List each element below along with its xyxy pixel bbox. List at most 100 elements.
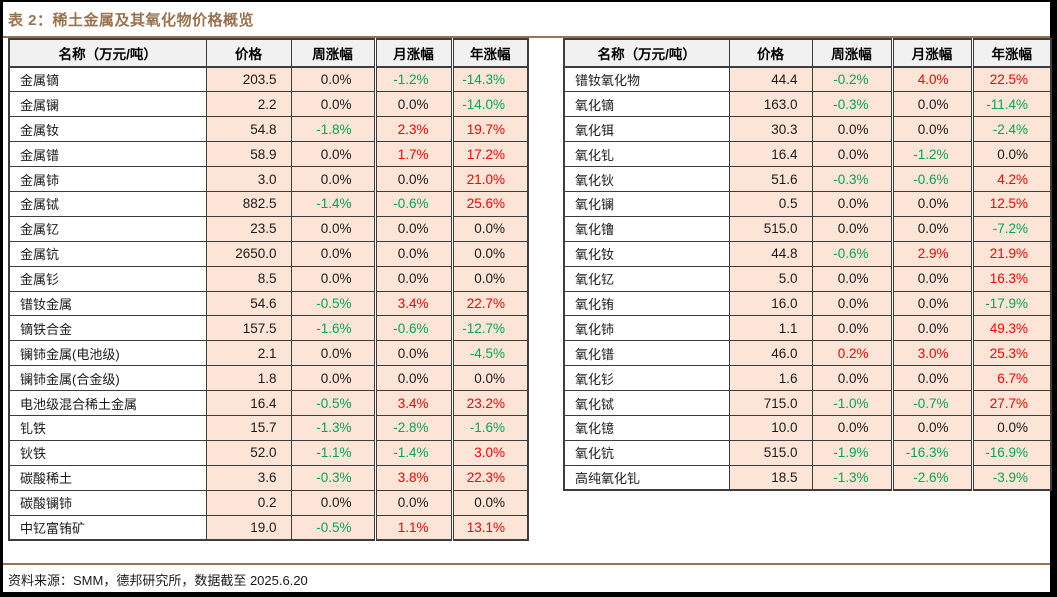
table-row: 氧化铽 715.0 -1.0% -0.7% 27.7% xyxy=(563,390,1052,416)
year-change: 0.0% xyxy=(970,141,1052,168)
week-change: 0.0% xyxy=(811,365,893,392)
column-header: 年涨幅 xyxy=(450,38,529,68)
column-header: 名称（万元/吨） xyxy=(563,38,730,68)
table-row: 氧化铒 30.3 0.0% 0.0% -2.4% xyxy=(563,116,1052,143)
item-name: 金属铈 xyxy=(8,166,207,192)
week-change: -1.0% xyxy=(811,390,893,416)
item-name: 氧化钆 xyxy=(563,141,730,168)
title-divider xyxy=(3,36,1050,38)
item-name: 氧化钇 xyxy=(563,265,730,292)
table-row: 氧化钬 51.6 -0.3% -0.6% 4.2% xyxy=(563,166,1052,192)
week-change: 0.0% xyxy=(290,265,376,292)
table-row: 氧化镝 163.0 -0.3% 0.0% -11.4% xyxy=(563,91,1052,118)
price-value: 16.4 xyxy=(205,390,292,416)
table-row: 金属镨 58.9 0.0% 1.7% 17.2% xyxy=(8,141,529,168)
month-change: -0.7% xyxy=(890,390,973,416)
price-value: 515.0 xyxy=(728,439,813,466)
item-name: 镝铁合金 xyxy=(8,315,207,342)
price-value: 54.8 xyxy=(205,116,292,143)
table-row: 氧化铈 1.1 0.0% 0.0% 49.3% xyxy=(563,315,1052,342)
item-name: 镨钕氧化物 xyxy=(563,66,730,93)
table-row: 钆铁 15.7 -1.3% -2.8% -1.6% xyxy=(8,414,529,441)
price-value: 8.5 xyxy=(205,265,292,292)
year-change: -14.3% xyxy=(450,66,529,93)
year-change: 0.0% xyxy=(450,365,529,392)
price-value: 0.2 xyxy=(205,489,292,516)
year-change: 21.0% xyxy=(450,166,529,192)
month-change: 0.0% xyxy=(890,215,973,242)
table-row: 高纯氧化钆 18.5 -1.3% -2.6% -3.9% xyxy=(563,464,1052,491)
column-header: 周涨幅 xyxy=(811,38,893,68)
year-change: 27.7% xyxy=(970,390,1052,416)
table-row: 氧化镨 46.0 0.2% 3.0% 25.3% xyxy=(563,340,1052,367)
year-change: 25.6% xyxy=(450,190,529,217)
price-value: 58.9 xyxy=(205,141,292,168)
week-change: -0.3% xyxy=(811,166,893,192)
column-header: 年涨幅 xyxy=(970,38,1052,68)
month-change: 0.0% xyxy=(890,365,973,392)
year-change: -14.0% xyxy=(450,91,529,118)
month-change: 0.0% xyxy=(890,91,973,118)
year-change: -2.4% xyxy=(970,116,1052,143)
item-name: 氧化镱 xyxy=(563,414,730,441)
week-change: -1.8% xyxy=(290,116,376,143)
week-change: -0.2% xyxy=(811,66,893,93)
year-change: -17.9% xyxy=(970,290,1052,317)
week-change: -0.5% xyxy=(290,390,376,416)
month-change: -0.6% xyxy=(373,315,453,342)
table-title: 表 2：稀土金属及其氧化物价格概览 xyxy=(8,12,255,29)
year-change: -7.2% xyxy=(970,215,1052,242)
table-row: 氧化镱 10.0 0.0% 0.0% 0.0% xyxy=(563,414,1052,441)
year-change: 17.2% xyxy=(450,141,529,168)
month-change: -1.4% xyxy=(373,439,453,466)
year-change: 22.5% xyxy=(970,66,1052,93)
item-name: 高纯氧化钆 xyxy=(563,464,730,491)
price-value: 3.6 xyxy=(205,464,292,491)
column-header: 月涨幅 xyxy=(890,38,973,68)
price-value: 0.5 xyxy=(728,190,813,217)
item-name: 电池级混合稀土金属 xyxy=(8,390,207,416)
year-change: 22.3% xyxy=(450,464,529,491)
item-name: 氧化铈 xyxy=(563,315,730,342)
item-name: 氧化钬 xyxy=(563,166,730,192)
price-value: 1.8 xyxy=(205,365,292,392)
price-value: 23.5 xyxy=(205,215,292,242)
column-header: 周涨幅 xyxy=(290,38,376,68)
price-value: 2.1 xyxy=(205,340,292,367)
month-change: 3.4% xyxy=(373,290,453,317)
item-name: 金属钐 xyxy=(8,265,207,292)
month-change: -0.6% xyxy=(890,166,973,192)
table-row: 电池级混合稀土金属 16.4 -0.5% 3.4% 23.2% xyxy=(8,390,529,416)
price-value: 46.0 xyxy=(728,340,813,367)
year-change: 25.3% xyxy=(970,340,1052,367)
header-row: 名称（万元/吨） 价格 周涨幅 月涨幅 年涨幅 xyxy=(563,38,1052,68)
price-value: 52.0 xyxy=(205,439,292,466)
item-name: 钬铁 xyxy=(8,439,207,466)
column-header: 价格 xyxy=(728,38,813,68)
week-change: 0.0% xyxy=(811,141,893,168)
item-name: 中钇富铕矿 xyxy=(8,514,207,541)
item-name: 金属钇 xyxy=(8,215,207,242)
price-value: 1.6 xyxy=(728,365,813,392)
week-change: 0.0% xyxy=(811,265,893,292)
year-change: -12.7% xyxy=(450,315,529,342)
footer-divider xyxy=(3,563,1050,565)
price-value: 16.4 xyxy=(728,141,813,168)
year-change: 16.3% xyxy=(970,265,1052,292)
week-change: -1.4% xyxy=(290,190,376,217)
table-row: 碳酸镧铈 0.2 0.0% 0.0% 0.0% xyxy=(8,489,529,516)
table-row: 镨钕氧化物 44.4 -0.2% 4.0% 22.5% xyxy=(563,66,1052,93)
item-name: 氧化钕 xyxy=(563,240,730,267)
table-row: 镧铈金属(电池级) 2.1 0.0% 0.0% -4.5% xyxy=(8,340,529,367)
week-change: -0.5% xyxy=(290,514,376,541)
month-change: 4.0% xyxy=(890,66,973,93)
price-value: 157.5 xyxy=(205,315,292,342)
month-change: -2.8% xyxy=(373,414,453,441)
price-value: 19.0 xyxy=(205,514,292,541)
week-change: -1.1% xyxy=(290,439,376,466)
price-value: 16.0 xyxy=(728,290,813,317)
month-change: -2.6% xyxy=(890,464,973,491)
month-change: 0.0% xyxy=(373,365,453,392)
price-value: 15.7 xyxy=(205,414,292,441)
week-change: -0.3% xyxy=(290,464,376,491)
